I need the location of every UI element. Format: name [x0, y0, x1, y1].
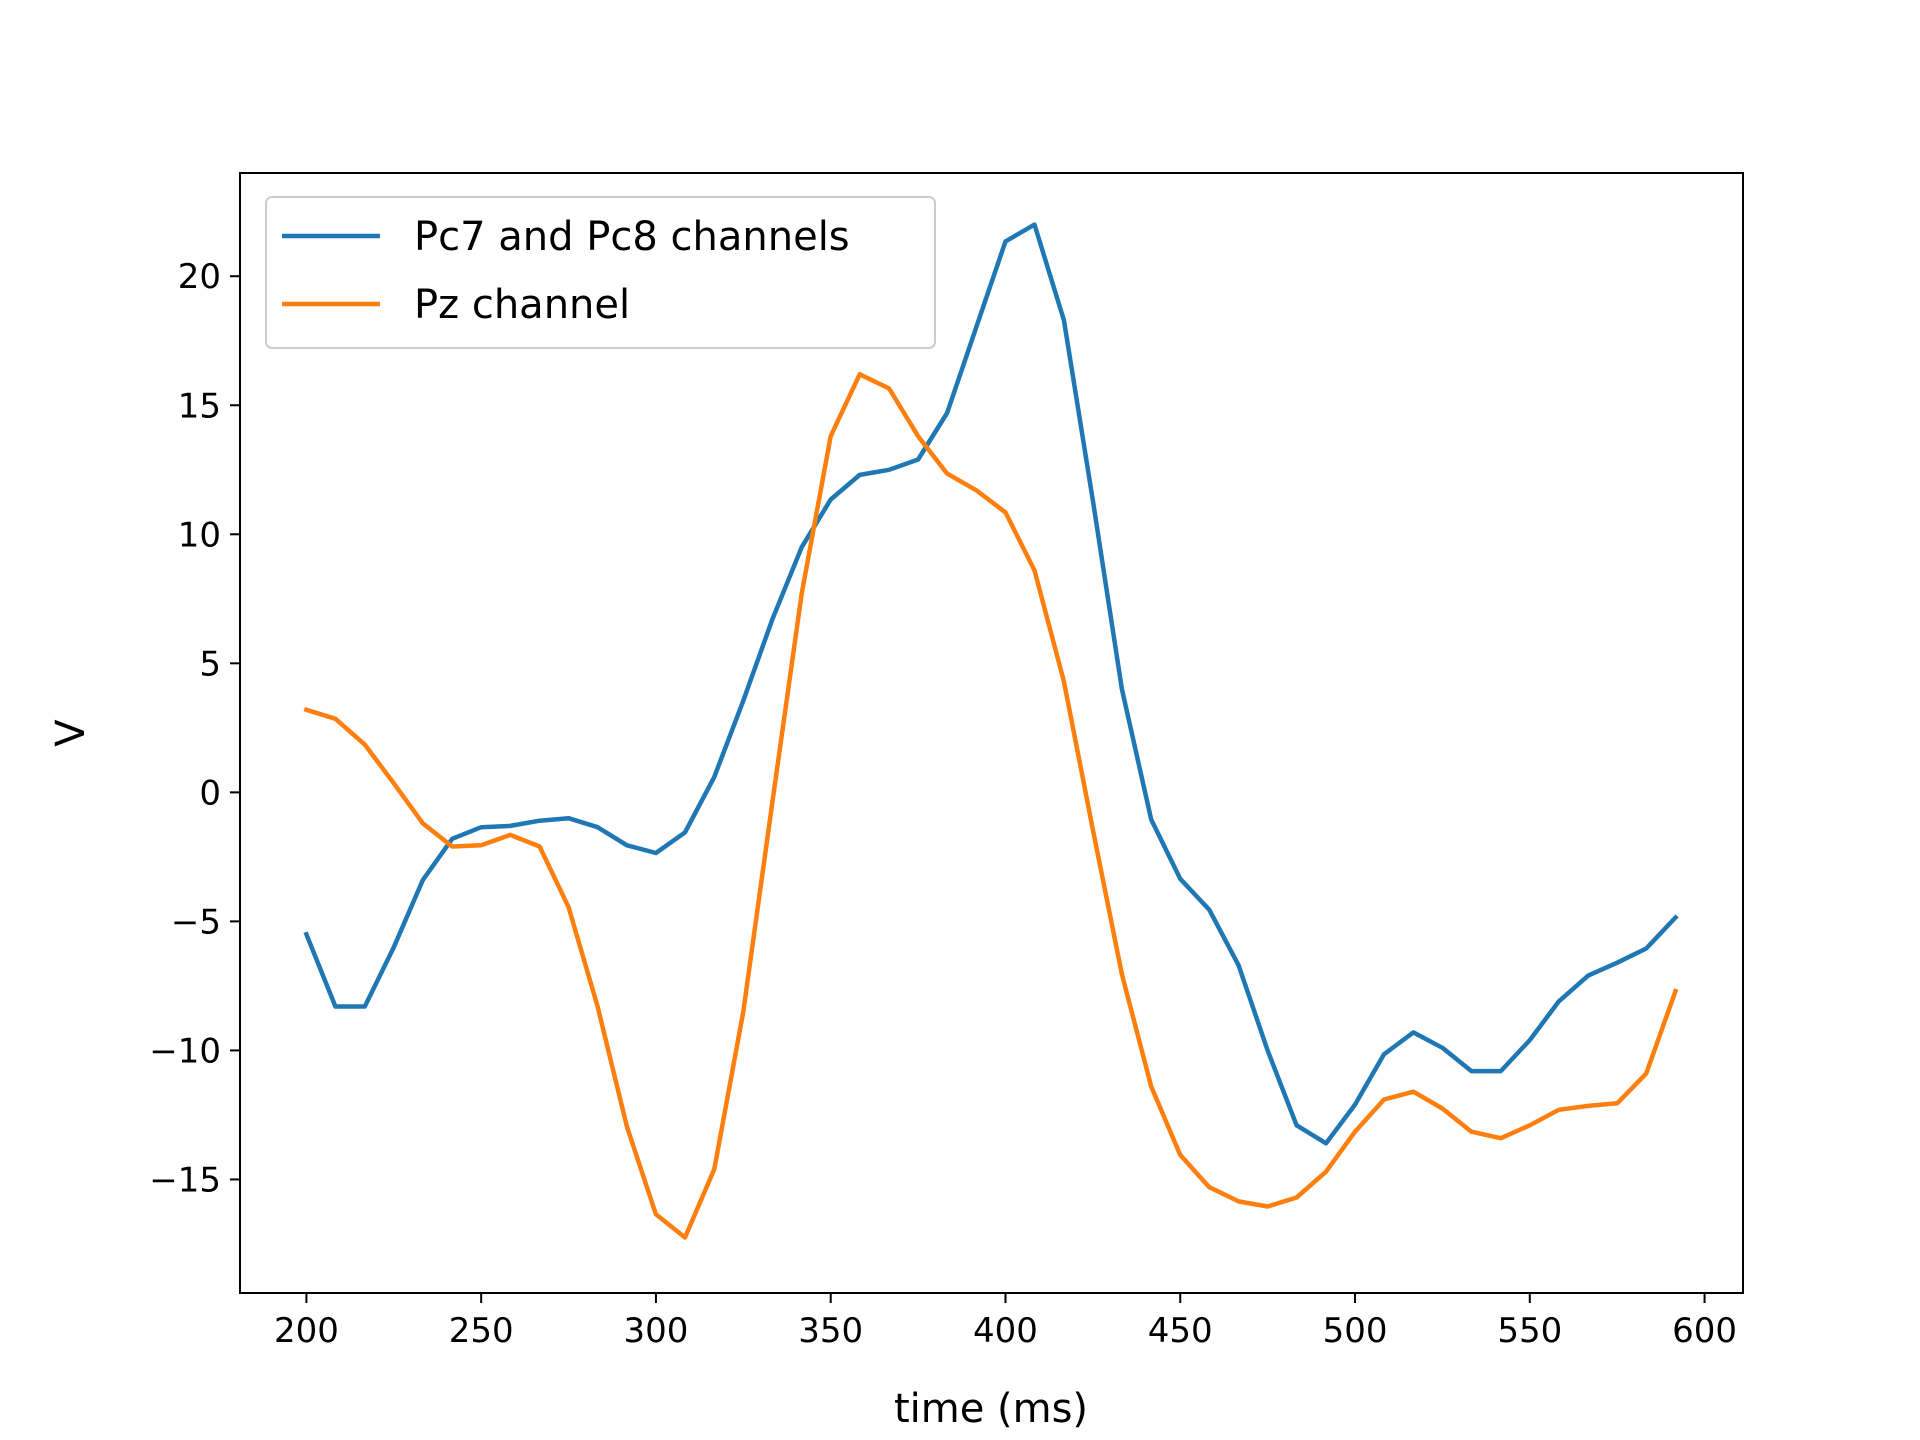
series-line-2 [303, 372, 1679, 1240]
legend-label-2: Pz channel [414, 282, 630, 328]
y-tick-label: −10 [149, 1031, 221, 1071]
axes-frame [239, 172, 1744, 1294]
x-tick-label: 400 [973, 1311, 1038, 1351]
y-axis-title: V [48, 719, 94, 747]
x-tick-label: 300 [623, 1311, 688, 1351]
x-tick-label: 450 [1148, 1311, 1213, 1351]
y-tick-label: 5 [199, 644, 221, 684]
y-axis: −15 −10 −5 0 5 10 15 20 [149, 257, 240, 1200]
y-tick-label: 20 [178, 257, 221, 297]
x-tick-label: 550 [1497, 1311, 1562, 1351]
y-tick-label: 0 [199, 773, 221, 813]
x-tick-label: 600 [1672, 1311, 1737, 1351]
x-tick-label: 350 [798, 1311, 863, 1351]
y-tick-label: 10 [178, 515, 221, 555]
legend-box [265, 196, 936, 349]
y-tick-label: −15 [149, 1160, 221, 1200]
y-tick-label: −5 [171, 902, 221, 942]
x-tick-label: 250 [449, 1311, 514, 1351]
legend-label-1: Pc7 and Pc8 channels [414, 214, 850, 260]
plot-area [303, 222, 1679, 1240]
legend: Pc7 and Pc8 channels Pz channel [265, 196, 936, 349]
x-axis-title: time (ms) [894, 1386, 1088, 1432]
x-tick-label: 500 [1323, 1311, 1388, 1351]
x-tick-label: 200 [274, 1311, 339, 1351]
y-tick-label: 15 [178, 386, 221, 426]
series-line-1 [303, 222, 1679, 1146]
x-axis: 200 250 300 350 400 450 500 550 600 [274, 1293, 1737, 1351]
